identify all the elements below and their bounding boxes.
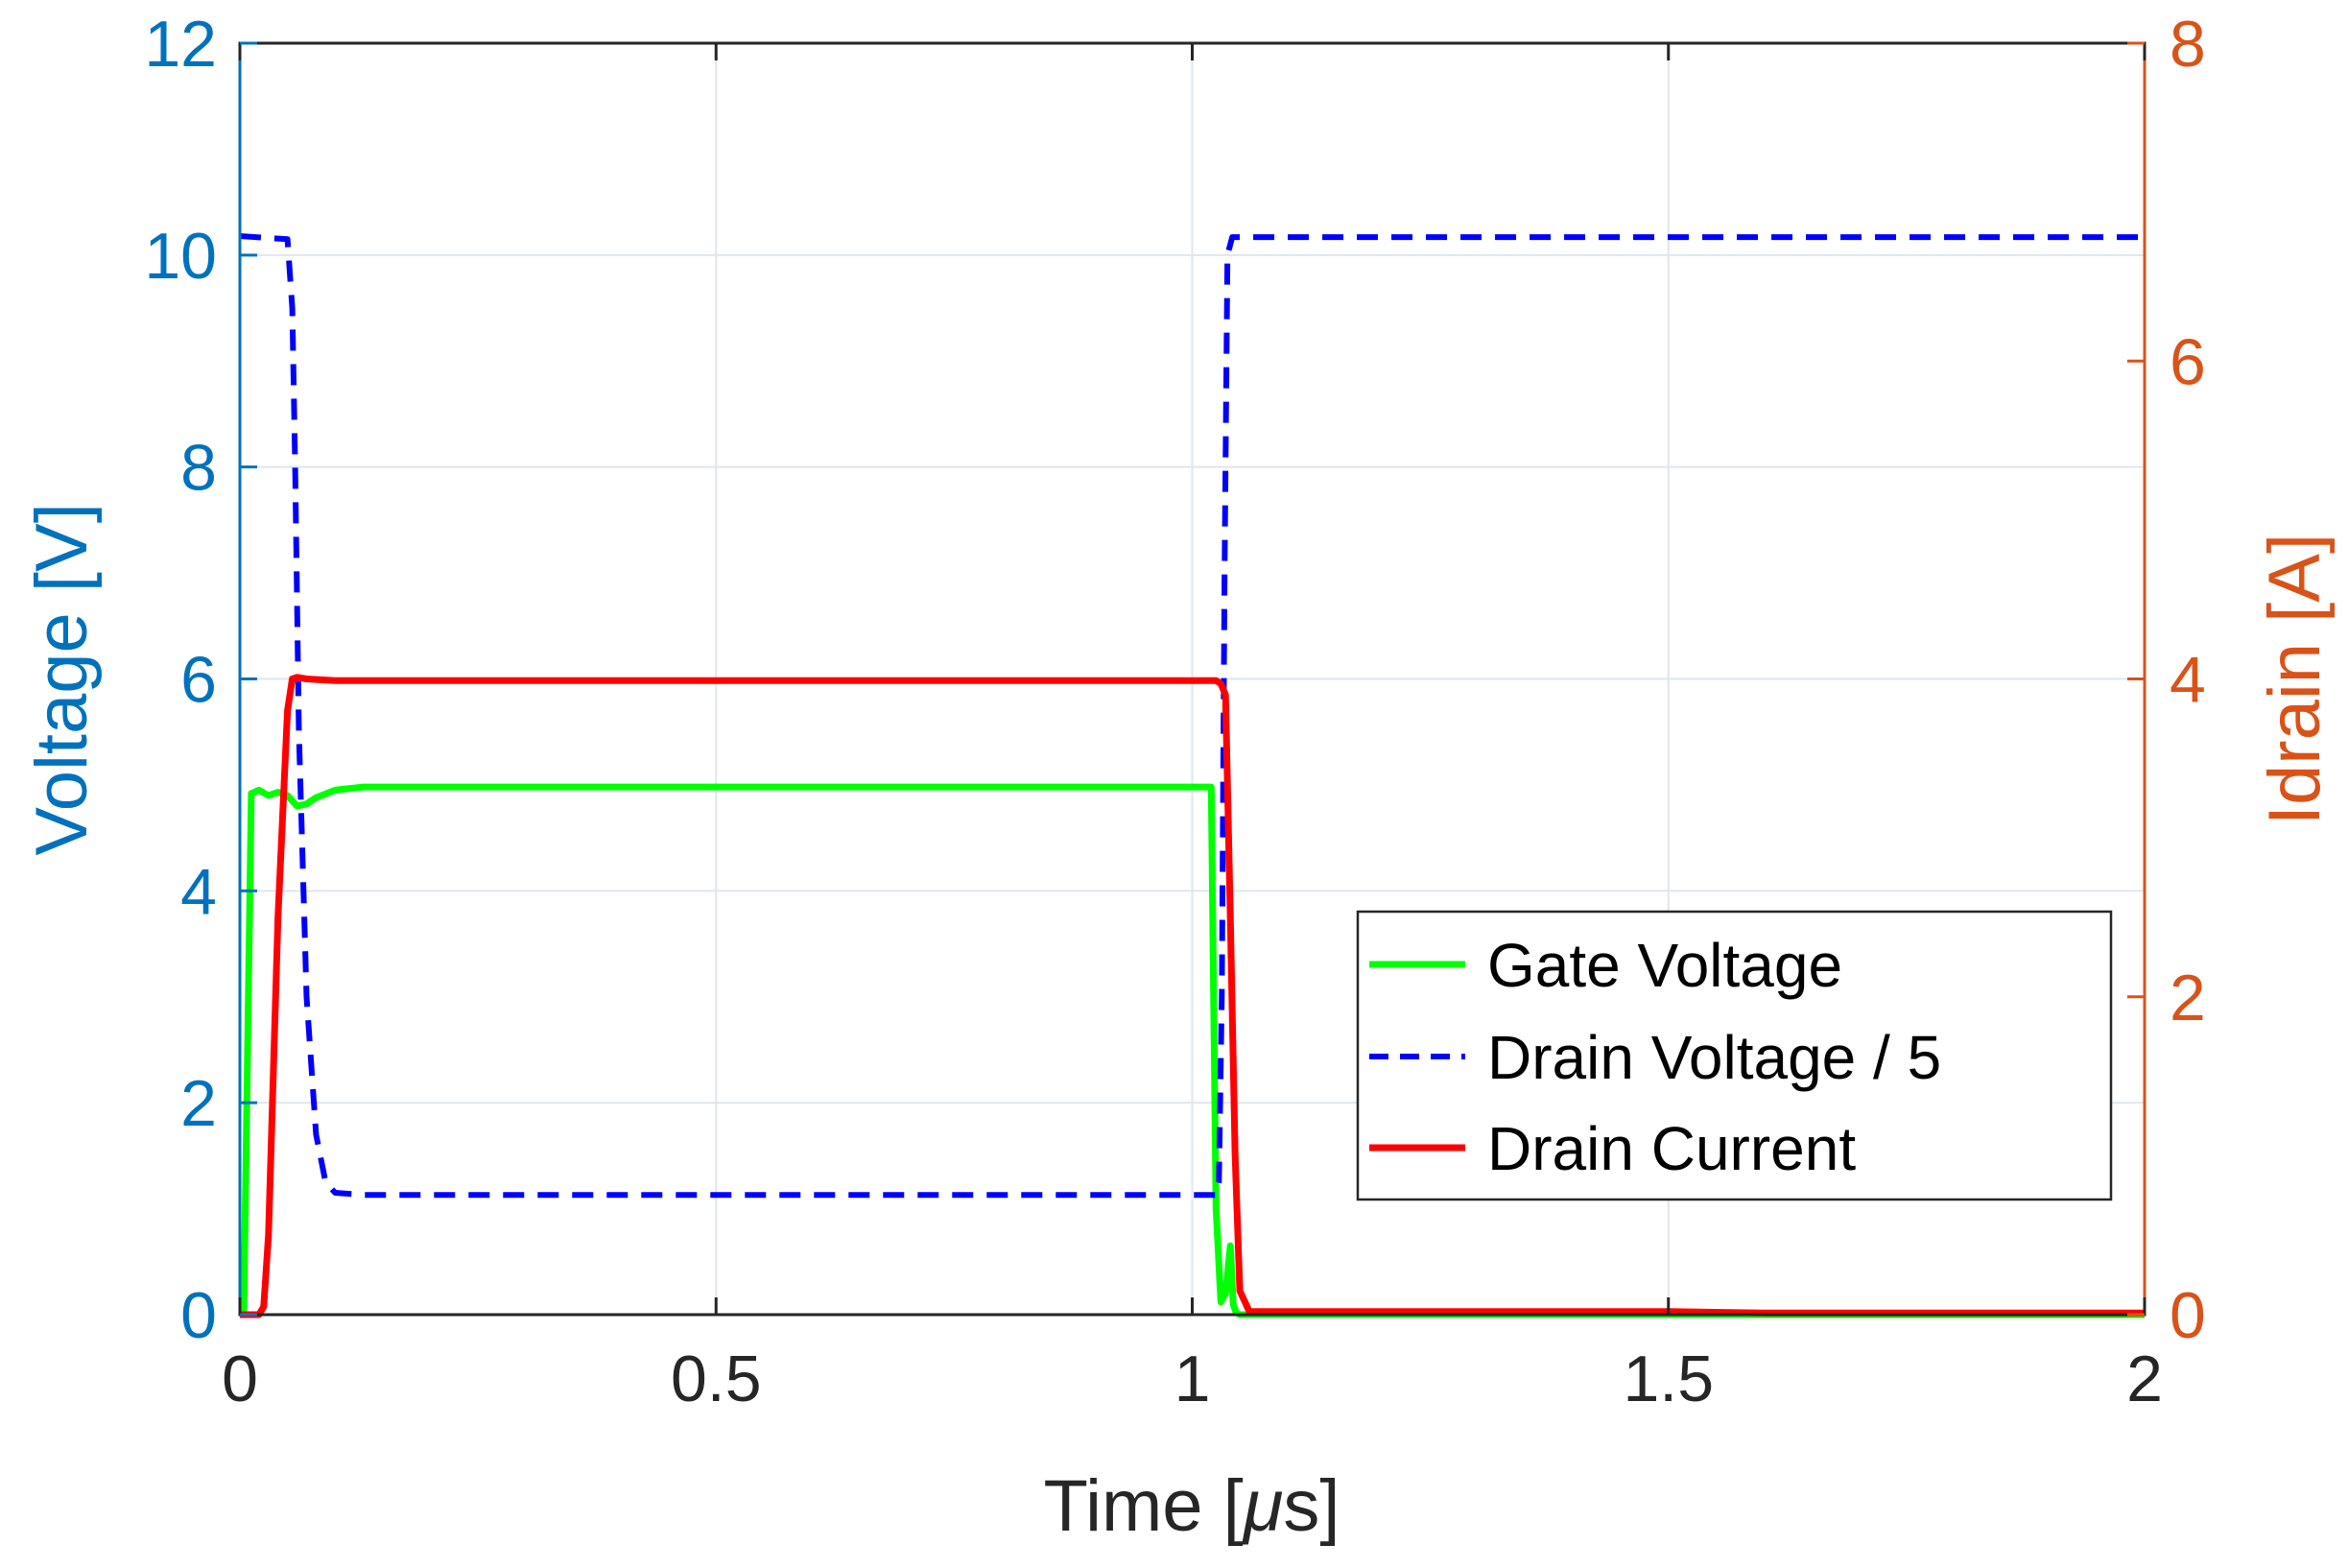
legend-label-drain-voltage: Drain Voltage / 5	[1487, 1023, 1941, 1092]
right-y-tick-label: 4	[2170, 644, 2206, 717]
legend-label-gate-voltage: Gate Voltage	[1487, 931, 1842, 1000]
left-y-axis-label: Voltage [V]	[21, 503, 103, 856]
left-y-tick-label: 12	[144, 8, 217, 81]
x-axis-label-unit: μ	[1242, 1465, 1284, 1547]
left-y-tick-label: 6	[180, 644, 217, 717]
left-y-tick-label: 8	[180, 432, 217, 505]
series-line-drain-voltage-5	[239, 233, 2145, 1199]
right-y-axis-label: Idrain [A]	[2254, 534, 2336, 825]
right-y-tick-label: 0	[2170, 1279, 2206, 1352]
x-tick-label: 1.5	[1623, 1342, 1714, 1415]
legend-box	[1356, 910, 2113, 1201]
series-line-gate-voltage	[240, 783, 2145, 1319]
x-tick-label: 1	[1174, 1342, 1211, 1415]
series-line-drain-current	[240, 674, 2145, 1319]
right-y-tick-label: 6	[2170, 325, 2206, 398]
left-y-tick-label: 2	[180, 1067, 217, 1140]
right-y-tick-label: 2	[2170, 962, 2206, 1034]
x-tick-label: 0	[222, 1342, 258, 1415]
x-axis-label: Time [μs]	[1043, 1465, 1340, 1547]
legend: Gate Voltage Drain Voltage / 5 Drain Cur…	[1356, 910, 2113, 1201]
x-tick-label: 0.5	[671, 1342, 762, 1415]
legend-label-drain-current: Drain Current	[1487, 1114, 1856, 1183]
x-axis-label-suffix: s]	[1283, 1465, 1340, 1547]
left-y-tick-label: 4	[180, 855, 217, 928]
x-tick-label: 2	[2126, 1342, 2163, 1415]
series-layer	[239, 233, 2145, 1319]
x-axis-label-prefix: Time [	[1043, 1465, 1243, 1547]
left-y-tick-label: 0	[180, 1279, 217, 1352]
right-y-tick-label: 8	[2170, 8, 2206, 81]
left-y-tick-label: 10	[144, 220, 217, 293]
